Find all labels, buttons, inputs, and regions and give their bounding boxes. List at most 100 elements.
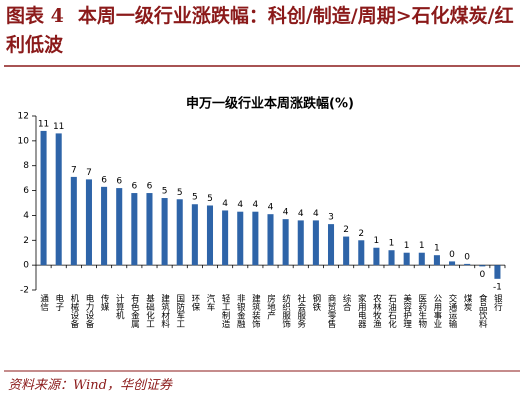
y-tick-label: 8 <box>23 161 29 171</box>
value-label: 4 <box>253 200 259 210</box>
bar <box>85 179 92 266</box>
bar <box>464 263 471 266</box>
x-tick-label: 有色金属 <box>129 293 139 329</box>
x-tick-label: 农林牧渔 <box>371 293 381 328</box>
value-label: 1 <box>404 241 410 251</box>
x-tick-label: 社会服务 <box>296 293 306 329</box>
value-label: 6 <box>101 175 107 185</box>
value-label: 3 <box>328 213 334 223</box>
value-label: 5 <box>177 188 183 198</box>
value-label: 4 <box>268 203 274 213</box>
value-label: 1 <box>434 244 440 254</box>
y-tick-label: 12 <box>18 112 29 122</box>
value-label: 4 <box>313 209 319 219</box>
bar <box>222 210 229 266</box>
bar <box>297 220 304 266</box>
x-tick-label: 美容护理 <box>402 293 412 328</box>
x-tick-label: 煤炭 <box>462 293 472 312</box>
value-label: 5 <box>192 193 198 203</box>
bar <box>449 261 456 266</box>
bar <box>358 240 365 266</box>
bar <box>161 198 168 266</box>
value-label: 0 <box>464 252 470 262</box>
value-label: 5 <box>207 194 213 204</box>
x-tick-label: 建筑材料 <box>160 293 170 329</box>
x-tick-label: 传媒 <box>99 293 109 312</box>
x-tick-label: 银行 <box>492 293 502 312</box>
value-label: 4 <box>283 208 289 218</box>
x-tick-label: 机械设备 <box>69 293 79 329</box>
x-tick-label: 公用事业 <box>432 294 442 328</box>
value-label: 6 <box>131 182 137 192</box>
bar <box>176 199 183 266</box>
bar <box>55 133 62 266</box>
value-label: 7 <box>86 168 92 178</box>
y-tick-label: -2 <box>20 286 29 296</box>
value-label: 1 <box>389 239 395 249</box>
value-label: 4 <box>298 209 304 219</box>
bar <box>252 211 259 266</box>
bar <box>206 205 214 266</box>
x-tick-label: 国防军工 <box>175 294 185 328</box>
bar <box>70 176 77 266</box>
x-tick-label: 钢铁 <box>311 293 321 312</box>
x-tick-label: 医药生物 <box>417 294 427 329</box>
x-tick-label: 石油石化 <box>387 294 397 329</box>
x-tick-label: 房地产 <box>266 293 276 320</box>
x-tick-label: 通信 <box>39 293 49 312</box>
value-label: 11 <box>53 122 64 132</box>
figure-title: 本周一级行业涨跌幅：科创/制造/周期>石化煤炭/红利低波 <box>6 5 514 56</box>
value-label: 2 <box>343 225 349 235</box>
x-tick-label: 计算机 <box>114 293 124 320</box>
value-label: 4 <box>237 200 243 210</box>
value-label: 1 <box>374 236 380 246</box>
bar <box>312 220 319 266</box>
x-tick-label: 电力设备 <box>84 293 94 329</box>
bar <box>373 247 380 266</box>
value-label: 5 <box>162 187 168 197</box>
value-label: 6 <box>116 177 122 187</box>
x-tick-label: 交通运输 <box>447 293 457 329</box>
bar <box>191 204 198 266</box>
bar <box>343 236 350 266</box>
x-tick-label: 基础化工 <box>144 293 154 328</box>
x-tick-label: 非银金融 <box>235 293 245 329</box>
x-tick-label: 环保 <box>190 294 200 312</box>
bar <box>327 224 335 266</box>
value-label: 11 <box>38 119 49 129</box>
bar <box>433 255 440 266</box>
bar <box>479 265 486 267</box>
header: 图表 4 本周一级行业涨跌幅：科创/制造/周期>石化煤炭/红利低波 <box>6 2 518 60</box>
bar <box>116 188 123 266</box>
y-tick-label: 2 <box>23 236 29 246</box>
bar <box>494 265 501 279</box>
value-label: -1 <box>493 282 502 292</box>
bar <box>101 186 108 266</box>
value-label: 4 <box>222 199 228 209</box>
figure-label: 图表 4 <box>6 5 64 27</box>
value-label: 2 <box>358 229 364 239</box>
value-label: 0 <box>479 270 485 280</box>
bar <box>237 211 244 266</box>
bar <box>403 252 410 266</box>
x-tick-label: 食品饮料 <box>477 293 487 329</box>
x-tick-label: 轻工制造 <box>220 293 230 329</box>
source: 资料来源：Wind，华创证券 <box>8 378 172 393</box>
value-label: 0 <box>449 250 455 260</box>
y-tick-label: 0 <box>23 261 29 271</box>
x-tick-label: 电子 <box>54 293 64 311</box>
x-tick-label: 建筑装饰 <box>250 293 260 329</box>
value-label: 6 <box>147 182 153 192</box>
x-tick-label: 汽车 <box>205 293 215 312</box>
x-tick-label: 纺织服饰 <box>281 293 291 329</box>
bar <box>267 214 274 266</box>
chart-title: 申万一级行业本周涨跌幅(%) <box>186 96 354 112</box>
y-tick-label: 10 <box>18 136 30 146</box>
bar <box>418 252 425 266</box>
x-tick-label: 家用电器 <box>356 293 366 329</box>
bar <box>40 130 47 266</box>
x-tick-label: 商贸零售 <box>326 293 336 329</box>
y-tick-label: 4 <box>23 211 29 221</box>
